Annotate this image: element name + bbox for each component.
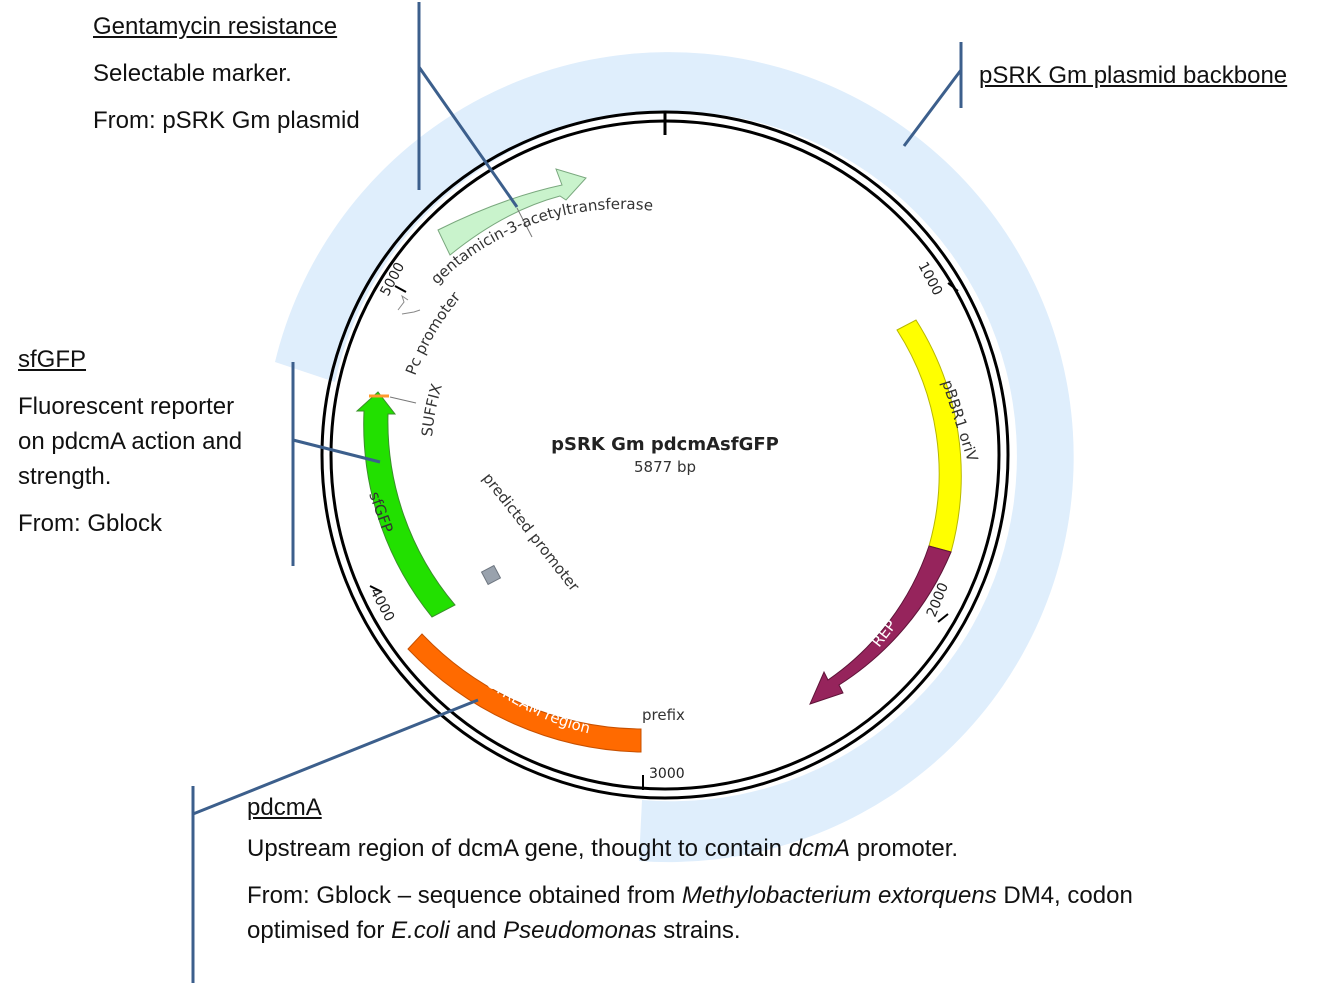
callout-sfgfp-pointer <box>292 438 381 464</box>
pdcma-line-2-b: Methylobacterium extorquens <box>681 882 997 909</box>
pdcma-line-3-a: optimised for <box>247 917 392 944</box>
pdcma-line-2: From: Gblock – sequence obtained from Me… <box>247 878 1133 913</box>
pdcma-line-1-a: Upstream region of dcmA gene, thought to… <box>247 835 789 862</box>
tick-4000 <box>369 585 383 593</box>
sfgfp-line-2: on pdcmA action and <box>18 428 243 455</box>
gentamycin-heading: Gentamycin resistance <box>93 13 338 40</box>
gentamicin-arrow <box>437 168 587 256</box>
pdcma-line-1: Upstream region of dcmA gene, thought to… <box>247 831 1133 866</box>
tick-5000 <box>394 285 407 293</box>
pdcma-line-1-c: promoter. <box>850 835 959 862</box>
plasmid-inner-ring <box>329 119 1001 791</box>
sfgfp-heading: sfGFP <box>18 346 87 373</box>
suffix-label: SUFFIX <box>418 382 446 438</box>
annotation-pdcma: pdcmA Upstream region of dcmA gene, thou… <box>247 790 1133 948</box>
plasmid-name: pSRK Gm pdcmAsfGFP <box>551 434 779 455</box>
sfgfp-line-4: From: Gblock <box>18 510 163 537</box>
suffix-pointer <box>389 396 417 404</box>
pbbr1-oriv-region <box>896 319 962 553</box>
callout-gentamycin-pointer <box>417 66 519 208</box>
prefix-label: prefix <box>642 706 685 724</box>
pdcma-line-1-b: dcmA <box>788 835 851 862</box>
sfgfp-line-1: Fluorescent reporter <box>18 393 235 420</box>
pdcma-heading: pdcmA <box>247 794 322 821</box>
annotation-sfgfp: sfGFP Fluorescent reporter on pdcmA acti… <box>18 342 242 541</box>
sfgfp-arrow <box>355 391 456 618</box>
tick-label-3000: 3000 <box>649 766 685 782</box>
backbone-heading: pSRK Gm plasmid backbone <box>979 62 1288 89</box>
callout-backbone-pointer <box>902 69 963 147</box>
callout-pdcma-pointer <box>192 698 479 816</box>
plasmid-size: 5877 bp <box>634 458 696 476</box>
tick-label-4000: 4000 <box>366 585 397 624</box>
predicted-promoter-box <box>480 564 502 586</box>
gentamicin-pointer <box>516 207 533 238</box>
gentamycin-line-2: From: pSRK Gm plasmid <box>93 107 360 134</box>
callouts <box>191 2 963 983</box>
tick-1000 <box>947 282 959 292</box>
pdcma-line-2-c: DM4, codon <box>996 882 1133 909</box>
pdcma-line-3-d: Pseudomonas <box>503 917 657 944</box>
dcma-region <box>407 633 642 753</box>
scale-ticks <box>369 282 959 790</box>
annotation-gentamycin: Gentamycin resistance Selectable marker.… <box>93 9 360 138</box>
pc-promoter-glyph <box>397 294 421 315</box>
sfgfp-line-3: strength. <box>18 463 112 490</box>
pdcma-line-3-b: E.coli <box>391 917 450 944</box>
pdcma-line-3: optimised for E.coli and Pseudomonas str… <box>247 913 1133 948</box>
scale-tick-labels: 1000 2000 3000 4000 5000 <box>366 259 952 782</box>
rep-arrow <box>809 545 952 705</box>
annotation-backbone: pSRK Gm plasmid backbone <box>979 58 1287 93</box>
pc-promoter-label: Pc promoter <box>402 288 465 378</box>
tick-2000 <box>937 613 949 623</box>
pdcma-line-3-e: strains. <box>656 917 741 944</box>
pdcma-line-2-a: From: Gblock – sequence obtained from <box>247 882 682 909</box>
gentamycin-line-1: Selectable marker. <box>93 60 292 87</box>
pdcma-line-3-c: and <box>449 917 504 944</box>
